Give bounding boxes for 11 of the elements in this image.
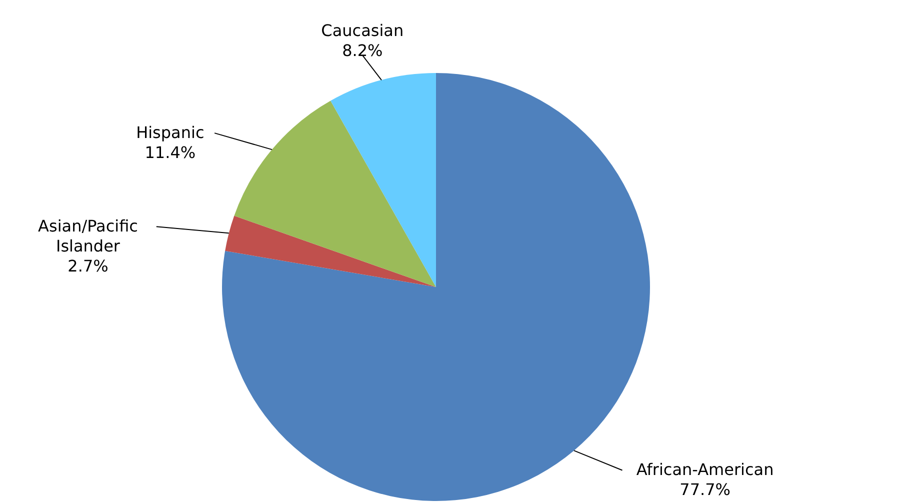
pie-slice xyxy=(225,216,436,287)
slice-label: Hispanic xyxy=(136,123,204,142)
slice-label: Caucasian xyxy=(321,21,404,40)
data-label: 2.7% xyxy=(68,256,108,276)
data-label: 77.7% xyxy=(680,480,730,500)
pie-slice xyxy=(330,73,436,287)
pie-slice xyxy=(234,100,436,287)
data-label: 8.2% xyxy=(342,41,383,60)
slice-label: Asian/Pacific Islander xyxy=(38,216,138,256)
data-label: 11.4% xyxy=(144,143,196,162)
slice-label: African-American xyxy=(636,460,774,480)
